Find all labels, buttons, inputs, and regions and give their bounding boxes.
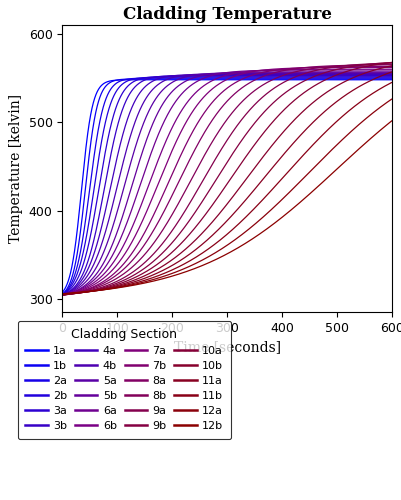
X-axis label: Time [seconds]: Time [seconds] [173,340,280,354]
Legend: 1a, 1b, 2a, 2b, 3a, 3b, 4a, 4b, 5a, 5b, 6a, 6b, 7a, 7b, 8a, 8b, 9a, 9b, 10a, 10b: 1a, 1b, 2a, 2b, 3a, 3b, 4a, 4b, 5a, 5b, … [18,320,231,439]
Title: Cladding Temperature: Cladding Temperature [122,6,331,24]
Y-axis label: Temperature [kelvin]: Temperature [kelvin] [9,94,23,243]
